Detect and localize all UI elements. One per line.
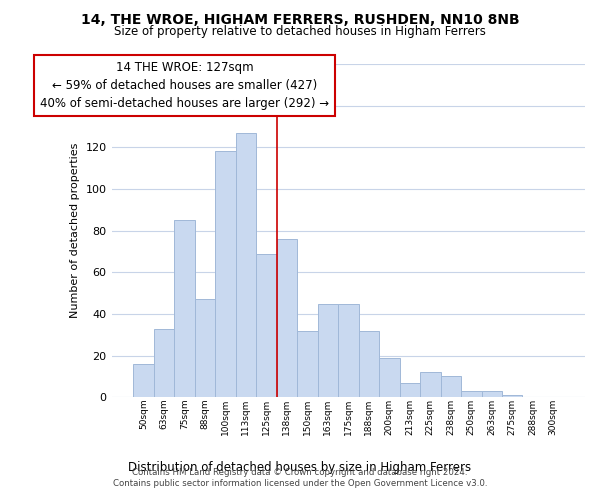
Text: Contains HM Land Registry data © Crown copyright and database right 2024.
Contai: Contains HM Land Registry data © Crown c… <box>113 468 487 487</box>
Bar <box>502 395 523 397</box>
Bar <box>440 376 461 397</box>
Bar <box>277 239 297 397</box>
Bar <box>133 364 154 397</box>
Bar <box>256 254 277 397</box>
Text: 14 THE WROE: 127sqm
← 59% of detached houses are smaller (427)
40% of semi-detac: 14 THE WROE: 127sqm ← 59% of detached ho… <box>40 60 329 110</box>
Text: Size of property relative to detached houses in Higham Ferrers: Size of property relative to detached ho… <box>114 25 486 38</box>
Bar <box>400 382 420 397</box>
Bar <box>338 304 359 397</box>
Bar <box>482 391 502 397</box>
Bar <box>236 132 256 397</box>
Bar <box>215 152 236 397</box>
Y-axis label: Number of detached properties: Number of detached properties <box>70 143 80 318</box>
Bar <box>379 358 400 397</box>
Bar <box>297 330 317 397</box>
Bar <box>359 330 379 397</box>
Bar <box>420 372 440 397</box>
Bar <box>154 328 174 397</box>
Text: 14, THE WROE, HIGHAM FERRERS, RUSHDEN, NN10 8NB: 14, THE WROE, HIGHAM FERRERS, RUSHDEN, N… <box>80 12 520 26</box>
Text: Distribution of detached houses by size in Higham Ferrers: Distribution of detached houses by size … <box>128 461 472 474</box>
Bar <box>174 220 194 397</box>
Bar <box>317 304 338 397</box>
Bar <box>194 300 215 397</box>
Bar <box>461 391 482 397</box>
